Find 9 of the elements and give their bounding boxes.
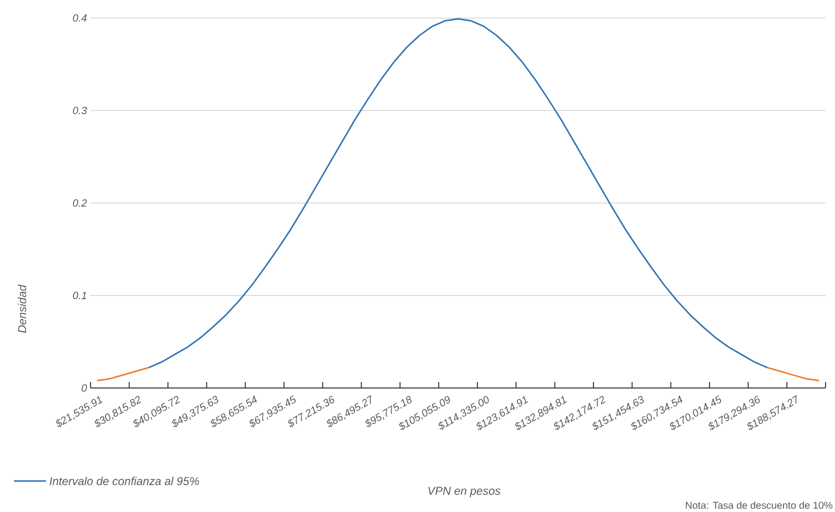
legend-label: Intervalo de confianza al 95%: [50, 476, 199, 486]
y-tick-label: 0.3: [72, 106, 87, 114]
x-axis-title: VPN en pesos: [428, 486, 500, 498]
y-axis-title: Densidad: [18, 284, 26, 333]
y-tick-label: 0.2: [72, 199, 87, 207]
y-tick-label: 0: [82, 384, 87, 392]
y-tick-label: 0.1: [72, 292, 86, 300]
y-tick-label: 0.4: [72, 14, 87, 22]
text: Nota: Tasa de descuento de 10%: [686, 501, 832, 509]
